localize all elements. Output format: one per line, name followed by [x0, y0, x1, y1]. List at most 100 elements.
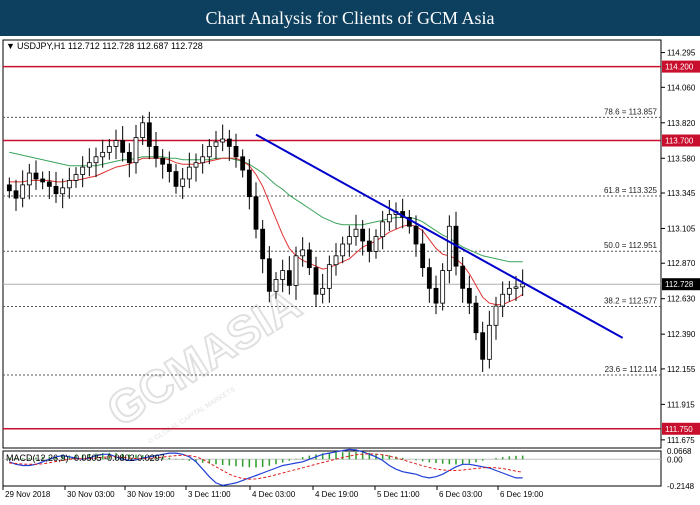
moving-average-red: [9, 157, 523, 306]
time-tick-label: 5 Dec 11:00: [377, 490, 420, 499]
candle-body: [386, 214, 392, 223]
price-tick-label: 113.345: [667, 189, 696, 198]
candle-body: [200, 156, 206, 164]
instrument-label: USDJPY,H1 112.712 112.728 112.687 112.72…: [17, 41, 203, 51]
candle-body: [320, 287, 326, 295]
level-price-tag: [662, 422, 700, 435]
macd-axis-label: 0.00: [667, 455, 683, 464]
candle-body: [46, 181, 52, 187]
time-tick-label: 6 Dec 03:00: [439, 490, 483, 499]
candle-body: [73, 174, 79, 181]
fib-level-label: 38.2 = 112.577: [604, 297, 658, 306]
fib-level-label: 78.6 = 113.857: [604, 107, 658, 116]
candle-body: [260, 228, 266, 260]
chart-background: [0, 36, 700, 500]
fib-level-label: 50.0 = 112.951: [604, 241, 658, 250]
price-axis: 114.295 114.060 113.820 113.580 113.345 113.1…: [661, 49, 696, 445]
price-tick-label: 112.155: [667, 365, 696, 374]
candle-body: [473, 302, 479, 334]
candle-body: [233, 146, 239, 158]
candle-body: [133, 137, 139, 164]
page-title-text: Chart Analysis for Clients of GCM Asia: [205, 7, 495, 28]
chart-area[interactable]: 78.6 = 113.857 61.8 = 113.325 50.0 = 112.9…: [0, 36, 700, 500]
candle-body: [100, 151, 106, 158]
candle-body: [506, 287, 512, 295]
candle-body: [120, 140, 126, 153]
price-tick-label: 112.630: [667, 295, 696, 304]
trendline: [255, 133, 624, 339]
time-tick-label: 30 Nov 19:00: [127, 490, 175, 499]
candle-body: [486, 324, 492, 360]
candle-body: [173, 171, 179, 187]
candle-body: [500, 293, 506, 307]
moving-average-green: [9, 151, 523, 263]
moving-averages: [9, 151, 523, 306]
candle-body: [293, 255, 299, 286]
price-tick-label: 111.675: [667, 436, 695, 445]
time-tick-label: 3 Dec 11:00: [188, 490, 231, 499]
candle-body: [93, 156, 99, 164]
candle-body: [180, 178, 186, 187]
macd-line: [9, 448, 523, 487]
candle-body: [160, 157, 166, 165]
candle-body: [20, 184, 26, 199]
level-price-tag: [662, 134, 700, 147]
candle-body: [193, 162, 199, 168]
candle-body: [266, 258, 272, 292]
time-tick-label: 4 Dec 03:00: [252, 490, 296, 499]
trendline-layer: [255, 133, 624, 339]
candle-body: [213, 141, 219, 147]
fib-level-label: 61.8 = 113.325: [604, 186, 658, 195]
candle-body: [253, 196, 259, 230]
main-plot-frame: [2, 39, 662, 449]
candle-body: [413, 225, 419, 245]
macd-label: MACD(12,26,9) -0.0505 -0.0802 0.0297: [6, 453, 165, 463]
chart-svg[interactable]: 78.6 = 113.857 61.8 = 113.325 50.0 = 112.9…: [0, 36, 700, 500]
candle-body: [6, 184, 12, 192]
time-tick-label: 29 Nov 2018: [5, 490, 51, 499]
candle-body: [60, 187, 66, 195]
fibonacci-levels: 78.6 = 113.857 61.8 = 113.325 50.0 = 112.9…: [3, 107, 661, 376]
candle-body: [373, 236, 379, 252]
candle-body: [146, 122, 152, 147]
candle-body: [306, 249, 312, 269]
time-axis: 29 Nov 2018 30 Nov 03:00 30 Nov 19:00 3 Dec…: [2, 486, 544, 499]
candle-body: [166, 163, 172, 172]
candles: [6, 111, 526, 373]
macd-axis-label: 0.0668: [667, 447, 692, 456]
level-price-tag-label: 114.200: [665, 63, 694, 72]
candle-body: [226, 138, 232, 147]
candle-body: [300, 249, 306, 257]
candle-body: [13, 190, 19, 199]
instrument-label-triangle: ▼: [6, 41, 15, 51]
candle-body: [433, 287, 439, 304]
candle-body: [246, 169, 252, 198]
candle-body: [273, 279, 279, 292]
candle-body: [420, 243, 426, 269]
candle-body: [426, 267, 432, 289]
level-price-tag-label: 111.750: [665, 425, 693, 434]
candle-body: [113, 140, 119, 147]
candle-body: [286, 270, 292, 286]
candle-body: [206, 146, 212, 158]
candle-body: [480, 332, 486, 360]
candle-body: [346, 236, 352, 245]
candle-body: [520, 283, 526, 288]
candle-body: [280, 270, 286, 280]
price-tick-label: 113.105: [667, 224, 696, 233]
price-tick-label: 113.580: [667, 154, 696, 163]
candle-body: [80, 166, 86, 175]
candle-body: [360, 228, 366, 242]
current-price-tag-label: 112.728: [665, 280, 694, 289]
time-tick-label: 4 Dec 19:00: [315, 490, 359, 499]
candle-body: [240, 156, 246, 171]
time-tick-label: 6 Dec 19:00: [500, 490, 544, 499]
price-tick-label: 114.295: [667, 49, 696, 58]
candle-body: [220, 138, 226, 143]
candle-body: [513, 286, 519, 289]
candle-body: [313, 267, 319, 295]
candle-body: [153, 146, 159, 159]
candle-body: [26, 172, 32, 186]
candle-body: [340, 243, 346, 257]
